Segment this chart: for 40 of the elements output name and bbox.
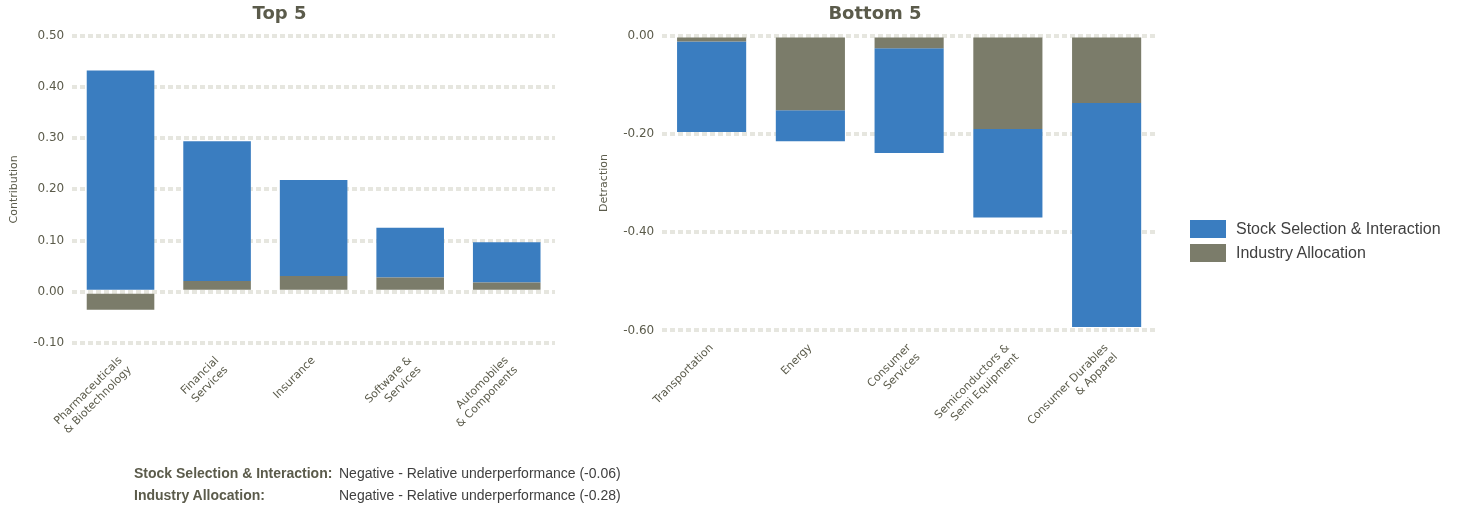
bar xyxy=(973,128,1043,218)
bar xyxy=(279,275,348,290)
y-tick-label: 0.30 xyxy=(37,130,65,145)
bar xyxy=(874,37,944,49)
y-tick-label: -0.40 xyxy=(623,224,655,239)
text: Industry Allocation: xyxy=(134,486,266,505)
bar xyxy=(376,277,444,290)
y-tick-label: -0.20 xyxy=(623,125,655,140)
y-tick-label: 0.00 xyxy=(37,283,65,298)
y-tick-label: -0.60 xyxy=(623,322,655,337)
bar xyxy=(1072,102,1142,327)
bar xyxy=(472,242,541,283)
text: Stock Selection & Interaction: xyxy=(134,464,334,483)
bar xyxy=(775,110,845,142)
legend-label: Industry Allocation xyxy=(1236,244,1366,262)
bar xyxy=(86,70,155,290)
bar xyxy=(376,227,444,278)
y-tick-label: 0.50 xyxy=(37,27,65,42)
legend-label: Stock Selection & Interaction xyxy=(1236,220,1441,238)
bar xyxy=(1072,37,1142,103)
bar xyxy=(279,180,348,276)
y-axis-title: Detraction xyxy=(597,154,611,212)
bar xyxy=(472,282,541,290)
y-tick-label: 0.10 xyxy=(37,232,65,247)
bar xyxy=(874,48,944,154)
y-tick-label: 0.00 xyxy=(627,27,655,42)
bar xyxy=(183,141,251,282)
chart-title: Top 5 xyxy=(252,2,307,24)
text: Negative - Relative underperformance (-0.28) xyxy=(339,486,621,505)
bar xyxy=(183,281,251,290)
bar xyxy=(973,37,1043,129)
y-tick-label: -0.10 xyxy=(33,335,65,350)
bar xyxy=(677,41,747,132)
y-axis-title: Contribution xyxy=(7,155,21,224)
y-tick-label: 0.40 xyxy=(37,78,65,93)
chart-title: Bottom 5 xyxy=(828,2,922,24)
bar xyxy=(86,293,155,310)
text: Negative - Relative underperformance (-0.06) xyxy=(339,464,621,483)
bar xyxy=(775,37,845,111)
y-tick-label: 0.20 xyxy=(37,181,65,196)
